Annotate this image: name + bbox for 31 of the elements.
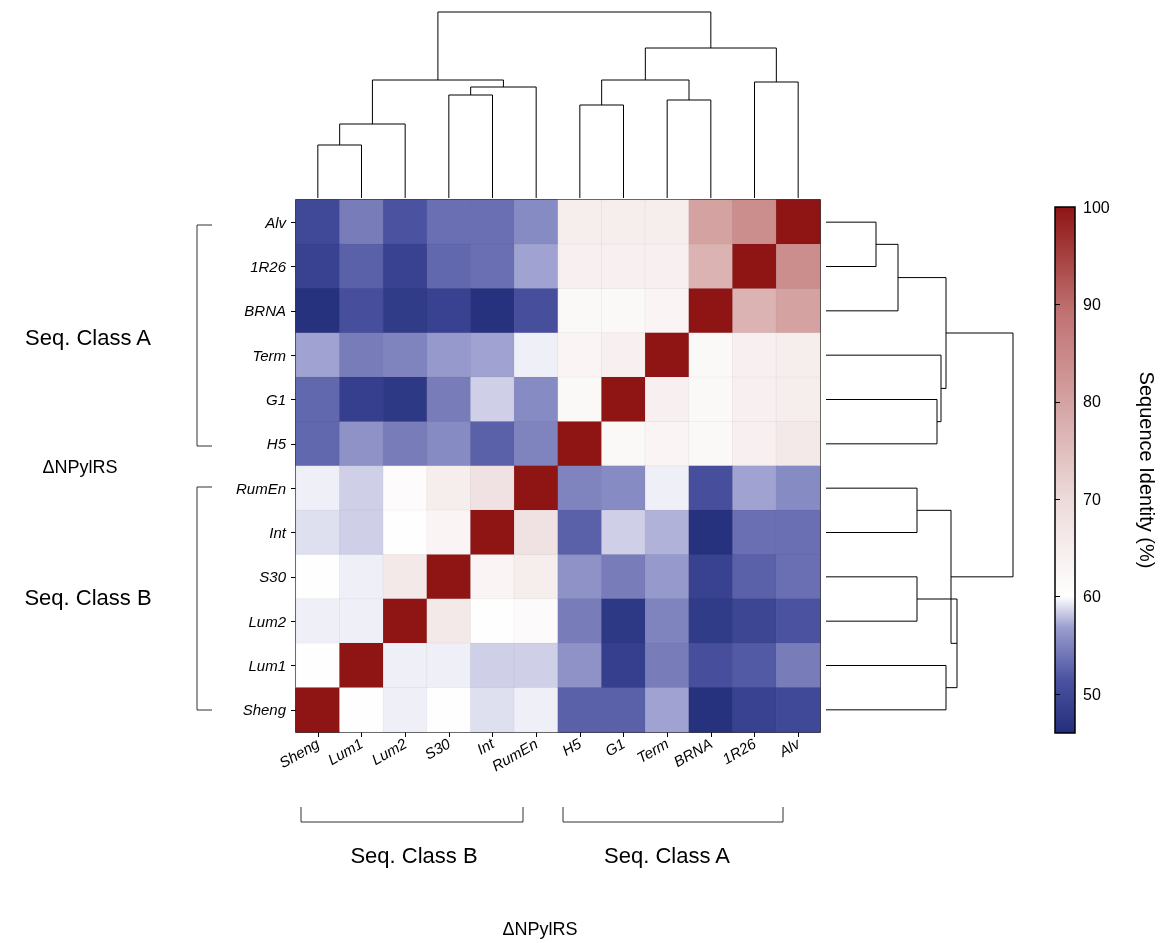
x-tick-label: Alv: [775, 733, 804, 761]
x-tick-label: H5: [558, 734, 585, 759]
text: Seq. Class A: [25, 324, 152, 350]
y-tick-label: BRNA: [244, 302, 286, 320]
x-tick-label: S30: [421, 734, 454, 763]
text: Seq. Class B: [350, 842, 478, 868]
y-tick-label: H5: [266, 435, 287, 453]
x-tick-label: Int: [473, 734, 498, 758]
y-tick-label: G1: [265, 391, 286, 408]
color-bar-label: 70: [1083, 490, 1101, 508]
color-bar-title: Sequence Identity (%): [1136, 371, 1158, 569]
x-tick-label: G1: [601, 734, 628, 760]
y-tick-label: Sheng: [242, 701, 287, 719]
y-tick-label: Lum1: [248, 657, 286, 674]
color-bar-label: 60: [1083, 588, 1101, 606]
color-bar-label: 90: [1083, 295, 1101, 313]
text: Seq. Class B: [24, 584, 152, 610]
y-tick-label: Term: [252, 346, 286, 364]
text: Seq. Class A: [604, 842, 731, 868]
color-bar-label: 50: [1083, 685, 1101, 703]
color-bar-label: 80: [1083, 393, 1101, 411]
color-bar-label: 100: [1083, 198, 1110, 216]
y-tick-label: Alv: [264, 213, 288, 231]
y-tick-label: Lum2: [248, 612, 287, 630]
y-tick-label: RumEn: [235, 479, 286, 497]
text: ΔNPylRS: [42, 457, 118, 477]
y-tick-label: S30: [259, 568, 287, 586]
x-tick-label: Term: [633, 734, 672, 767]
y-tick-label: Int: [269, 524, 287, 541]
text: ΔNPylRS: [502, 919, 578, 939]
y-tick-label: 1R26: [250, 258, 287, 275]
